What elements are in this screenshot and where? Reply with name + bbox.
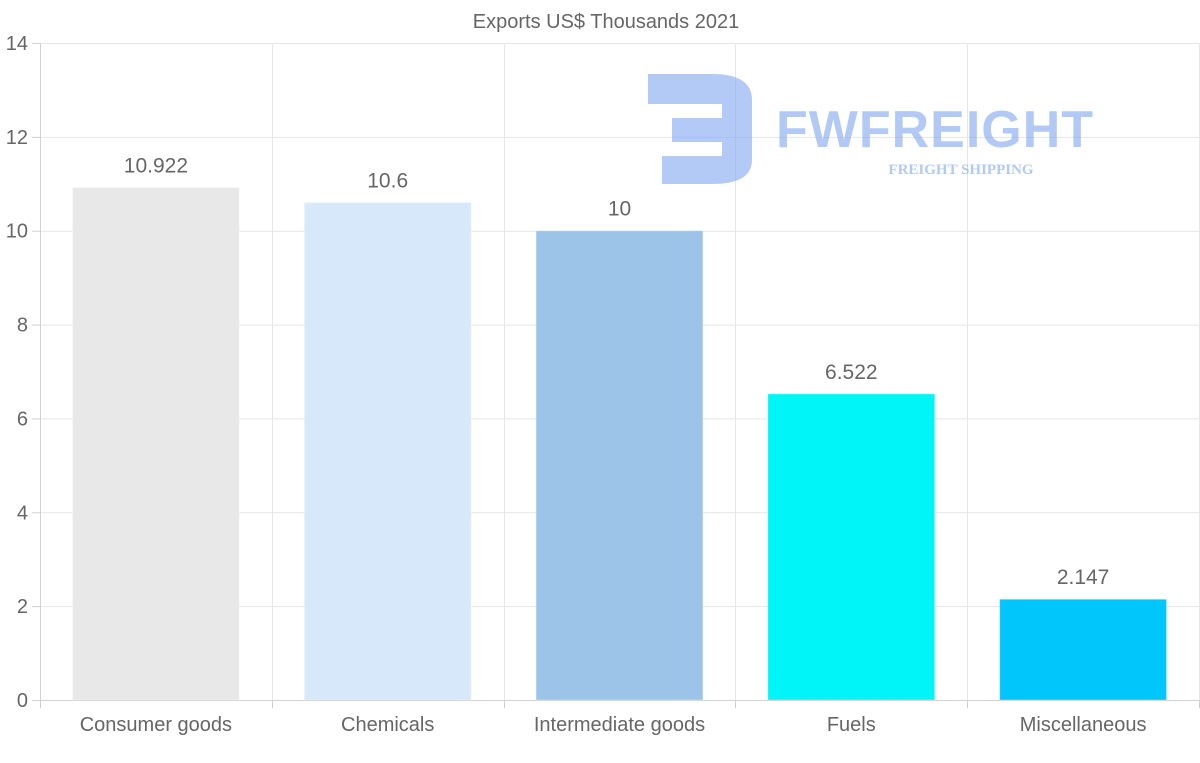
y-tick-label: 0 xyxy=(17,690,28,712)
x-tick-label: Chemicals xyxy=(341,714,434,736)
x-tick-label: Fuels xyxy=(827,714,876,736)
bar[interactable] xyxy=(999,598,1168,701)
bar-value-label: 10 xyxy=(608,198,631,221)
x-tick-label: Intermediate goods xyxy=(534,714,705,736)
y-tick-label: 6 xyxy=(17,408,28,430)
bar[interactable] xyxy=(767,393,936,701)
watermark-logo-icon xyxy=(648,74,752,184)
watermark-logo: FWFREIGHT FREIGHT SHIPPING xyxy=(648,74,1094,184)
bar[interactable] xyxy=(535,230,704,701)
axes xyxy=(32,43,1200,708)
y-tick-label: 12 xyxy=(6,127,28,149)
watermark-name: FWFREIGHT xyxy=(776,101,1094,159)
y-tick-label: 2 xyxy=(17,596,28,618)
x-tick-labels: Consumer goods Chemicals Intermediate good… xyxy=(80,714,1147,736)
bar[interactable] xyxy=(71,186,240,701)
bar-value-label: 2.147 xyxy=(1057,566,1110,589)
x-tick-label: Consumer goods xyxy=(80,714,232,736)
bar-value-label: 6.522 xyxy=(825,361,878,384)
bar-value-label: 10.922 xyxy=(124,154,188,177)
watermark-tagline: FREIGHT SHIPPING xyxy=(888,162,1033,178)
y-tick-label: 8 xyxy=(17,315,28,337)
bars xyxy=(71,186,1168,701)
y-tick-label: 4 xyxy=(17,502,28,524)
y-tick-labels: 0 2 4 6 8 10 12 14 xyxy=(6,33,28,712)
y-tick-label: 14 xyxy=(6,33,28,55)
chart-title: Exports US$ Thousands 2021 xyxy=(473,11,739,33)
y-tick-label: 10 xyxy=(6,221,28,243)
x-tick-label: Miscellaneous xyxy=(1020,714,1147,736)
data-labels: 10.922 10.6 10 6.522 2.147 xyxy=(124,154,1110,589)
bar[interactable] xyxy=(303,202,472,701)
bar-value-label: 10.6 xyxy=(367,170,408,193)
